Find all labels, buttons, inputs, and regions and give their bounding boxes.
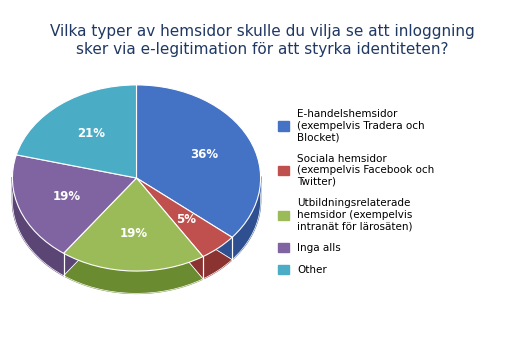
Wedge shape: [13, 177, 136, 276]
Wedge shape: [136, 85, 260, 237]
Wedge shape: [64, 178, 203, 271]
Polygon shape: [232, 176, 260, 260]
Text: 5%: 5%: [176, 213, 196, 227]
Polygon shape: [64, 253, 203, 294]
Legend: E-handelshemsidor
(exempelvis Tradera och
Blocket), Sociala hemsidor
(exempelvis: E-handelshemsidor (exempelvis Tradera oc…: [278, 109, 434, 275]
Wedge shape: [13, 155, 136, 253]
Text: 19%: 19%: [52, 191, 80, 203]
Wedge shape: [136, 200, 232, 279]
Text: 19%: 19%: [120, 227, 148, 240]
Wedge shape: [64, 200, 203, 294]
Wedge shape: [16, 85, 136, 178]
Text: 36%: 36%: [190, 148, 218, 161]
Wedge shape: [16, 107, 136, 200]
Polygon shape: [13, 177, 64, 276]
Wedge shape: [136, 178, 232, 257]
Text: Vilka typer av hemsidor skulle du vilja se att inloggning
sker via e-legitimatio: Vilka typer av hemsidor skulle du vilja …: [50, 24, 475, 57]
Wedge shape: [136, 107, 260, 260]
Text: 21%: 21%: [77, 127, 105, 140]
Polygon shape: [203, 237, 232, 279]
